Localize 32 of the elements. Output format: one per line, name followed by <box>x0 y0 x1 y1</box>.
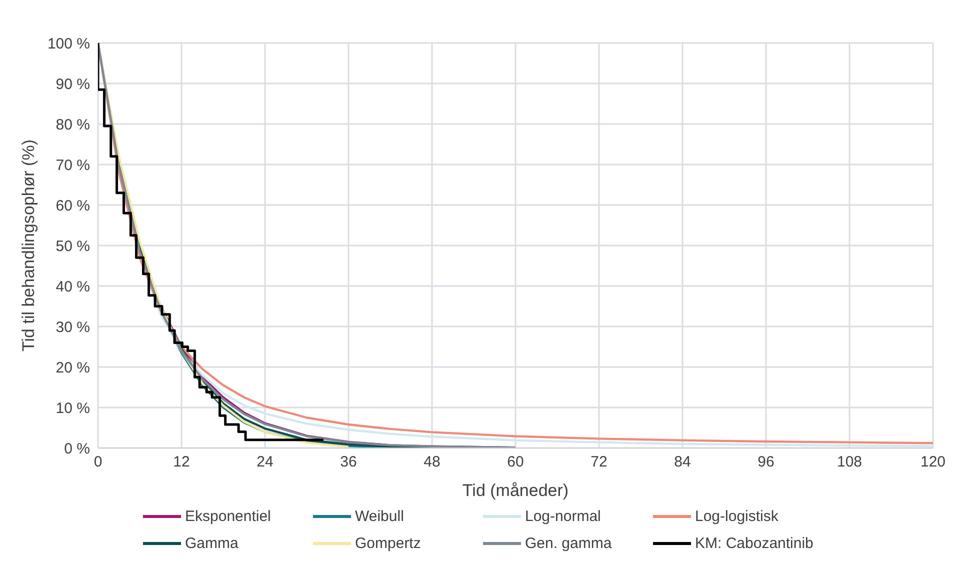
y-tick-label: 40 % <box>56 278 90 296</box>
y-tick-label: 60 % <box>56 197 90 214</box>
legend-label: Log-normal <box>525 508 601 525</box>
x-tick-label: 84 <box>674 454 691 471</box>
x-axis-title: Tid (måneder) <box>462 481 569 500</box>
x-tick-label: 120 <box>920 454 946 471</box>
y-tick-label: 10 % <box>56 400 90 417</box>
y-tick-label: 30 % <box>56 318 90 336</box>
y-tick-label: 80 % <box>56 116 90 134</box>
x-tick-label: 12 <box>173 454 190 471</box>
legend-label: Gamma <box>185 535 238 552</box>
y-tick-label: 90 % <box>56 76 90 93</box>
y-tick-label: 100 % <box>47 35 90 52</box>
x-tick-label: 96 <box>758 454 774 471</box>
legend-label: Eksponentiel <box>185 508 271 525</box>
x-tick-label: 24 <box>256 454 274 471</box>
x-tick-label: 72 <box>590 454 608 471</box>
x-tick-label: 60 <box>507 454 524 471</box>
x-tick-label: 0 <box>94 454 102 471</box>
y-tick-label: 50 % <box>56 238 90 255</box>
legend-label: KM: Cabozantinib <box>695 535 814 552</box>
y-axis-title: Tid til behandlingsophør (%) <box>19 140 38 352</box>
legend-label: Weibull <box>355 508 404 525</box>
x-tick-label: 48 <box>424 454 440 471</box>
x-tick-label: 36 <box>340 454 357 471</box>
y-tick-label: 70 % <box>56 156 90 174</box>
y-tick-label: 0 % <box>64 440 90 458</box>
x-tick-label: 108 <box>836 454 862 471</box>
y-tick-label: 20 % <box>56 359 90 376</box>
legend-label: Gompertz <box>355 535 421 552</box>
legend-label: Log-logistisk <box>695 508 778 525</box>
legend-label: Gen. gamma <box>525 535 612 552</box>
